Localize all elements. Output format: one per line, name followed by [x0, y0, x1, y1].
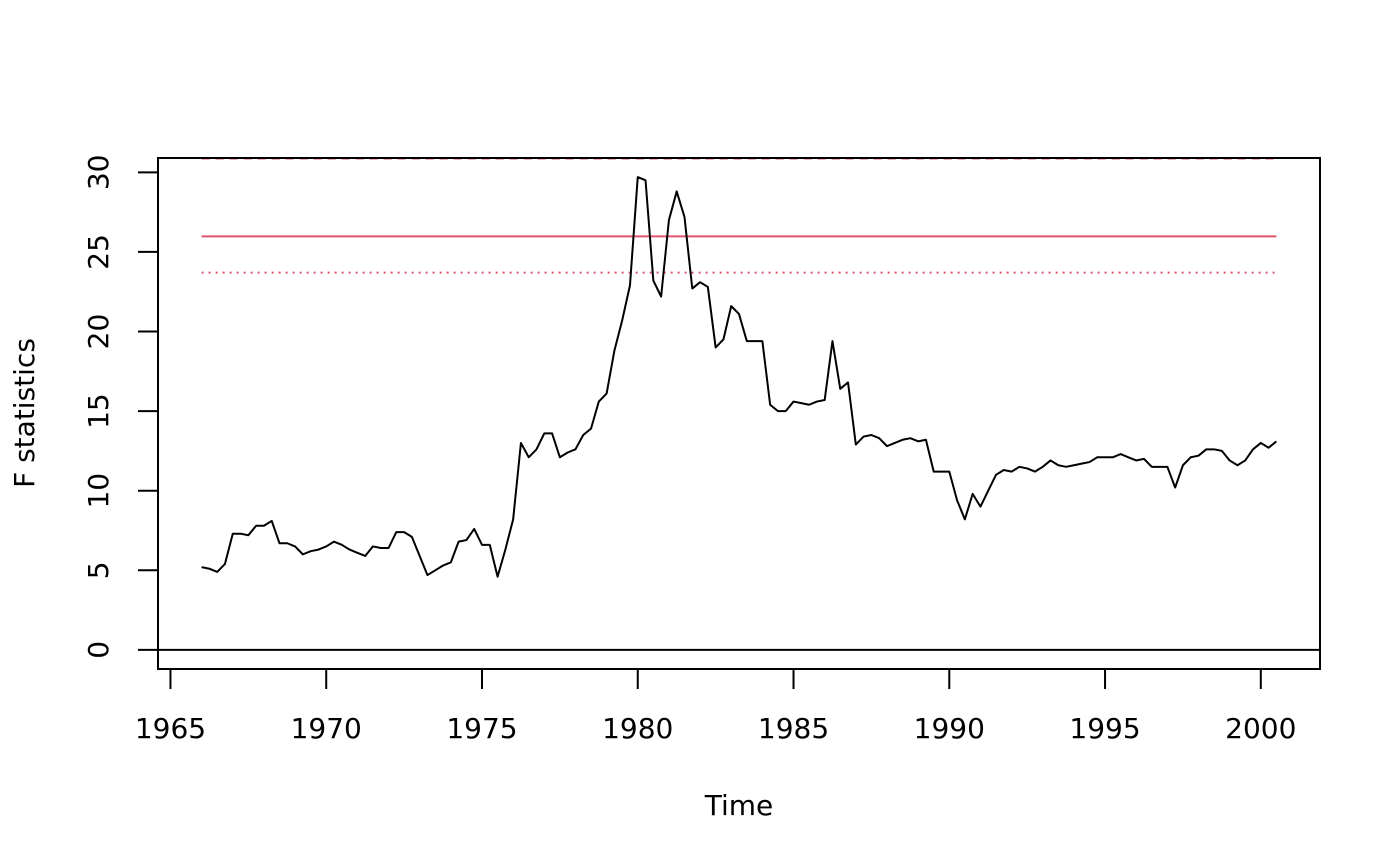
y-axis-label: F statistics	[8, 338, 41, 488]
y-tick-label: 15	[82, 393, 115, 429]
x-tick-label: 1985	[758, 712, 829, 745]
y-tick-label: 30	[82, 155, 115, 191]
x-tick-label: 1965	[135, 712, 206, 745]
y-tick-label: 25	[82, 234, 115, 270]
reference-lines	[158, 158, 1320, 651]
x-axis-label: Time	[704, 789, 774, 822]
x-tick-label: 1990	[914, 712, 985, 745]
x-tick-label: 2000	[1225, 712, 1296, 745]
y-tick-label: 20	[82, 314, 115, 350]
series-layer	[201, 176, 1278, 578]
x-tick-label: 1975	[446, 712, 517, 745]
y-axis: 0 5 10 15 20 25 30	[82, 155, 159, 659]
x-tick-label: 1970	[291, 712, 362, 745]
x-tick-label: 1980	[602, 712, 673, 745]
plot-frame	[157, 157, 1321, 670]
x-axis: 1965 1970 1975 1980 1985 1990 1995 2000	[135, 668, 1296, 745]
series-line	[201, 176, 1278, 578]
x-tick-label: 1995	[1069, 712, 1140, 745]
y-tick-label: 10	[82, 473, 115, 509]
y-tick-label: 0	[82, 641, 115, 659]
y-tick-label: 5	[82, 561, 115, 579]
